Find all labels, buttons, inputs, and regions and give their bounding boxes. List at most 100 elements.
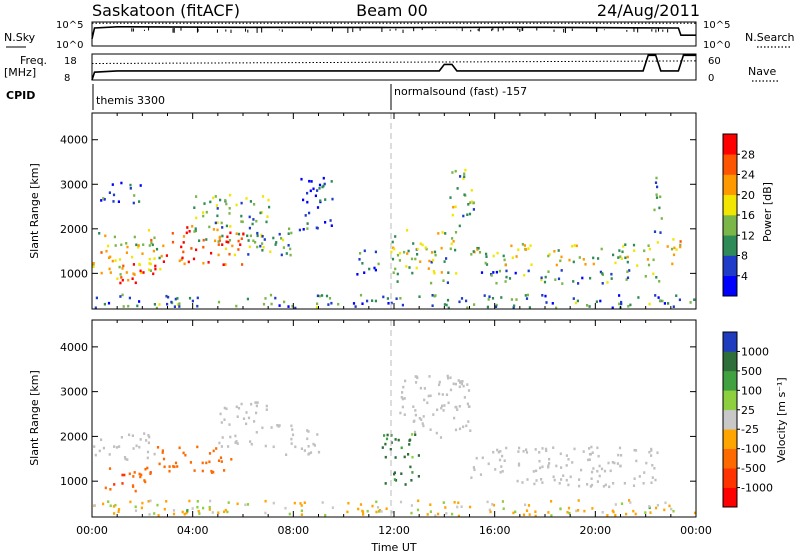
- velocity-cell: [183, 512, 186, 516]
- power-cell: [455, 272, 458, 275]
- velocity-cell: [300, 504, 303, 507]
- power-cell: [205, 238, 208, 241]
- velocity-cell: [428, 375, 431, 378]
- velocity-cell: [438, 392, 441, 396]
- power-cell: [392, 271, 395, 274]
- velocity-cell: [173, 465, 176, 469]
- power-cell: [390, 250, 393, 254]
- power-cell: [356, 273, 359, 276]
- power-cell: [151, 243, 154, 247]
- velocity-cell: [614, 513, 617, 517]
- power-cell: [158, 256, 161, 260]
- velocity-cell: [651, 464, 654, 467]
- power-cell: [202, 211, 205, 214]
- velocity-cell: [185, 511, 188, 515]
- velocity-cell: [607, 461, 610, 465]
- velocity-cell: [494, 468, 497, 471]
- velocity-cell: [357, 507, 360, 511]
- power-colorbar-segment: [723, 275, 737, 297]
- power-cell: [306, 227, 309, 230]
- power-cell: [647, 244, 650, 247]
- power-cell: [504, 263, 507, 267]
- power-cell: [463, 175, 466, 178]
- power-cell: [463, 172, 466, 176]
- velocity-cell: [650, 447, 653, 451]
- power-cell: [575, 244, 578, 248]
- power-cell: [361, 262, 364, 265]
- velocity-cell: [440, 406, 443, 410]
- power-cell: [259, 211, 262, 215]
- power-cell: [524, 294, 527, 297]
- velocity-cell: [573, 447, 576, 451]
- power-cell: [304, 214, 307, 217]
- velocity-cell: [575, 509, 578, 513]
- velocity-cell: [220, 460, 223, 463]
- velocity-cell: [481, 456, 484, 460]
- power-cell: [133, 235, 136, 239]
- power-cell: [440, 246, 443, 250]
- velocity-cell: [618, 446, 622, 450]
- velocity-cell: [413, 419, 416, 423]
- power-cell: [285, 252, 288, 255]
- power-cell: [496, 251, 499, 255]
- power-cell: [614, 261, 617, 265]
- power-cell: [188, 296, 192, 300]
- velocity-cell: [400, 472, 403, 475]
- power-cell: [249, 234, 252, 238]
- velocity-cell: [596, 480, 599, 483]
- power-cell: [108, 267, 111, 271]
- power-cell: [274, 243, 277, 246]
- power-cell: [269, 250, 272, 253]
- velocity-cell: [306, 429, 309, 432]
- velocity-cell: [245, 411, 248, 414]
- velocity-cell: [407, 453, 410, 456]
- power-cell: [655, 193, 658, 196]
- power-cell: [229, 193, 232, 197]
- y-tick-label: 1000: [60, 267, 88, 280]
- power-cell: [329, 219, 332, 222]
- velocity-cell: [517, 464, 521, 467]
- power-cell: [416, 253, 419, 256]
- power-cell: [224, 199, 227, 202]
- velocity-cell: [114, 503, 117, 507]
- velocity-cell: [300, 509, 303, 513]
- power-cell: [153, 257, 156, 260]
- power-cell: [225, 240, 228, 244]
- velocity-cell: [664, 501, 667, 505]
- velocity-cell: [139, 438, 142, 441]
- power-cell: [382, 295, 385, 299]
- velocity-cell: [597, 454, 600, 458]
- velocity-cell: [443, 404, 446, 407]
- power-cell: [193, 206, 196, 209]
- power-cell: [463, 193, 466, 196]
- velocity-cell: [497, 450, 500, 454]
- power-cell: [92, 263, 95, 267]
- velocity-cell: [567, 458, 570, 461]
- power-cell: [261, 249, 264, 252]
- power-cell: [240, 237, 243, 240]
- power-cell: [458, 300, 461, 304]
- velocity-cell: [393, 471, 396, 474]
- velocity-cell: [380, 510, 383, 513]
- power-cell: [406, 252, 409, 255]
- power-cell: [261, 242, 264, 245]
- power-cell: [237, 239, 240, 243]
- y-tick-label: 3000: [60, 178, 88, 191]
- velocity-cell: [158, 462, 161, 466]
- velocity-cell: [638, 475, 641, 478]
- power-cell: [445, 257, 448, 260]
- power-cell: [643, 249, 646, 253]
- velocity-cell: [288, 512, 291, 516]
- power-cell: [306, 200, 309, 204]
- velocity-cell: [441, 404, 444, 408]
- velocity-cell: [250, 442, 253, 446]
- velocity-cell: [391, 510, 394, 514]
- power-cell: [618, 302, 621, 306]
- velocity-cell: [409, 465, 412, 469]
- power-cell: [447, 306, 450, 310]
- power-cell: [265, 220, 268, 224]
- velocity-colorbar-segment: [723, 370, 737, 391]
- power-cell: [100, 251, 103, 254]
- power-cell: [540, 278, 543, 282]
- power-cell: [152, 249, 155, 253]
